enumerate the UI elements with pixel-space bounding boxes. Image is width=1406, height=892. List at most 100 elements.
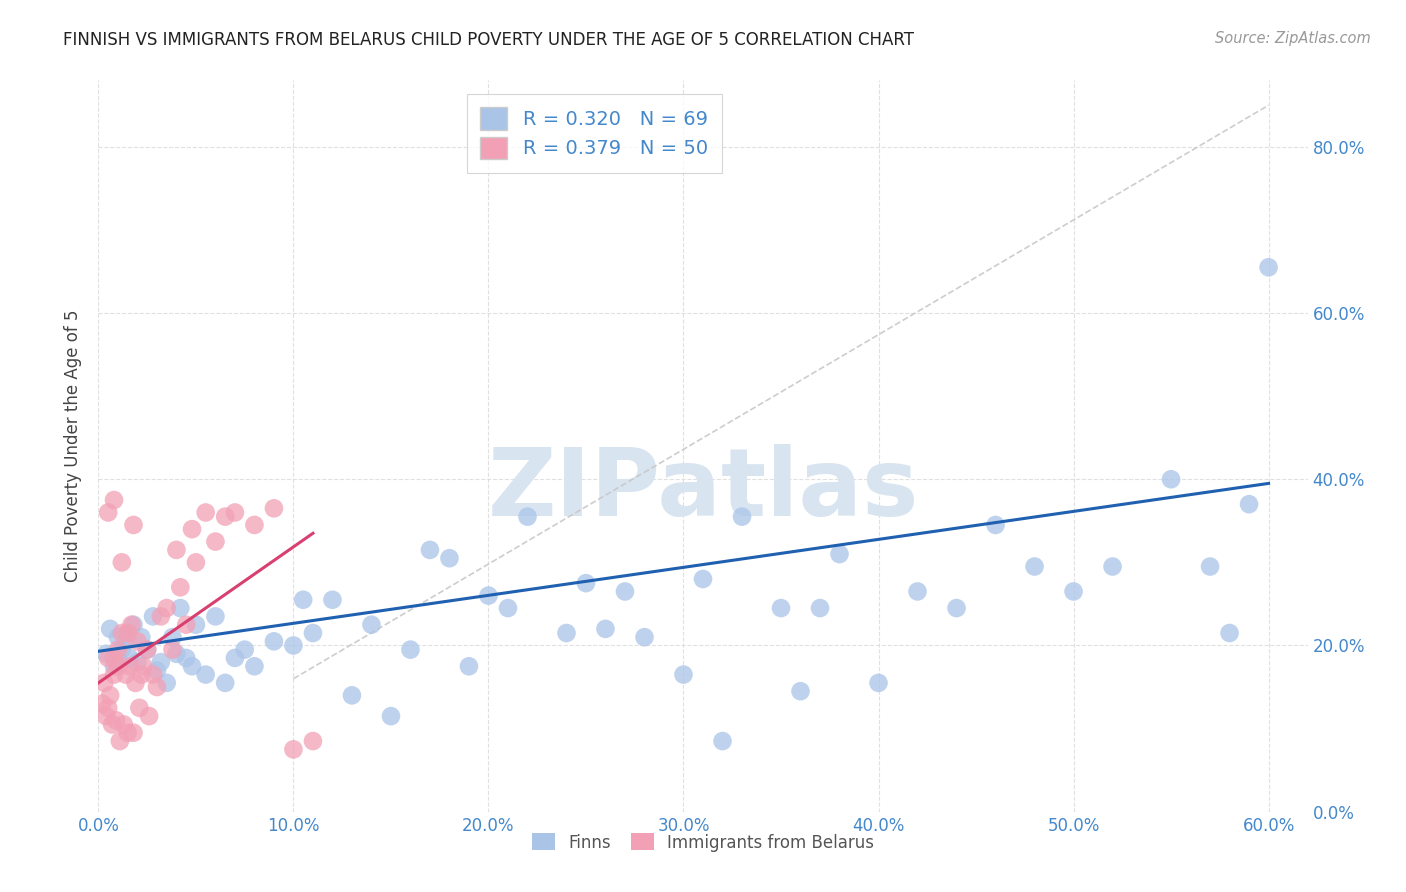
- Point: [97, 506, 120, 520]
- Point: [1199, 559, 1222, 574]
- Point: [118, 659, 141, 673]
- Point: [121, 617, 143, 632]
- Point: [149, 655, 172, 669]
- Point: [194, 667, 217, 681]
- Point: [555, 626, 578, 640]
- Point: [146, 680, 169, 694]
- Point: [103, 493, 125, 508]
- Point: [131, 667, 153, 681]
- Point: [108, 734, 131, 748]
- Point: [292, 592, 315, 607]
- Point: [136, 642, 159, 657]
- Point: [204, 534, 226, 549]
- Point: [439, 551, 461, 566]
- Point: [419, 542, 441, 557]
- Point: [132, 659, 155, 673]
- Point: [458, 659, 481, 673]
- Point: [114, 667, 136, 681]
- Point: [156, 676, 179, 690]
- Point: [111, 626, 134, 640]
- Point: [984, 518, 1007, 533]
- Point: [127, 655, 149, 669]
- Point: [1257, 260, 1279, 275]
- Point: [224, 651, 246, 665]
- Point: [131, 630, 153, 644]
- Point: [399, 642, 422, 657]
- Point: [118, 651, 141, 665]
- Point: [174, 617, 197, 632]
- Point: [136, 642, 159, 657]
- Point: [945, 601, 967, 615]
- Point: [142, 609, 165, 624]
- Point: [112, 717, 135, 731]
- Point: [224, 506, 246, 520]
- Point: [107, 651, 129, 665]
- Point: [769, 601, 792, 615]
- Point: [111, 555, 134, 569]
- Point: [128, 701, 150, 715]
- Text: Source: ZipAtlas.com: Source: ZipAtlas.com: [1215, 31, 1371, 46]
- Point: [122, 725, 145, 739]
- Point: [692, 572, 714, 586]
- Point: [181, 522, 204, 536]
- Point: [672, 667, 695, 681]
- Point: [103, 651, 125, 665]
- Point: [516, 509, 538, 524]
- Point: [828, 547, 851, 561]
- Point: [214, 509, 236, 524]
- Point: [162, 630, 184, 644]
- Point: [1063, 584, 1085, 599]
- Point: [93, 676, 115, 690]
- Point: [1160, 472, 1182, 486]
- Point: [103, 659, 125, 673]
- Point: [138, 709, 160, 723]
- Point: [711, 734, 734, 748]
- Point: [283, 639, 305, 653]
- Point: [162, 642, 184, 657]
- Point: [633, 630, 655, 644]
- Text: FINNISH VS IMMIGRANTS FROM BELARUS CHILD POVERTY UNDER THE AGE OF 5 CORRELATION : FINNISH VS IMMIGRANTS FROM BELARUS CHILD…: [63, 31, 914, 49]
- Point: [156, 601, 179, 615]
- Point: [103, 667, 125, 681]
- Point: [595, 622, 617, 636]
- Point: [808, 601, 831, 615]
- Point: [283, 742, 305, 756]
- Point: [101, 717, 124, 731]
- Point: [96, 647, 118, 661]
- Point: [98, 689, 121, 703]
- Point: [731, 509, 754, 524]
- Point: [107, 630, 129, 644]
- Point: [146, 664, 169, 678]
- Point: [127, 634, 149, 648]
- Point: [169, 601, 191, 615]
- Point: [789, 684, 811, 698]
- Point: [169, 580, 191, 594]
- Point: [243, 518, 266, 533]
- Point: [214, 676, 236, 690]
- Point: [174, 651, 197, 665]
- Point: [477, 589, 499, 603]
- Point: [380, 709, 402, 723]
- Point: [204, 609, 226, 624]
- Point: [184, 555, 207, 569]
- Point: [181, 659, 204, 673]
- Point: [165, 647, 187, 661]
- Text: ZIPatlas: ZIPatlas: [488, 444, 918, 536]
- Point: [122, 617, 145, 632]
- Y-axis label: Child Poverty Under the Age of 5: Child Poverty Under the Age of 5: [65, 310, 83, 582]
- Point: [91, 697, 114, 711]
- Point: [321, 592, 343, 607]
- Point: [1024, 559, 1046, 574]
- Point: [194, 506, 217, 520]
- Point: [117, 626, 139, 640]
- Point: [107, 642, 129, 657]
- Point: [111, 642, 134, 657]
- Point: [117, 725, 139, 739]
- Point: [263, 501, 285, 516]
- Point: [184, 617, 207, 632]
- Point: [243, 659, 266, 673]
- Point: [96, 709, 118, 723]
- Point: [1101, 559, 1123, 574]
- Point: [117, 626, 139, 640]
- Point: [340, 689, 363, 703]
